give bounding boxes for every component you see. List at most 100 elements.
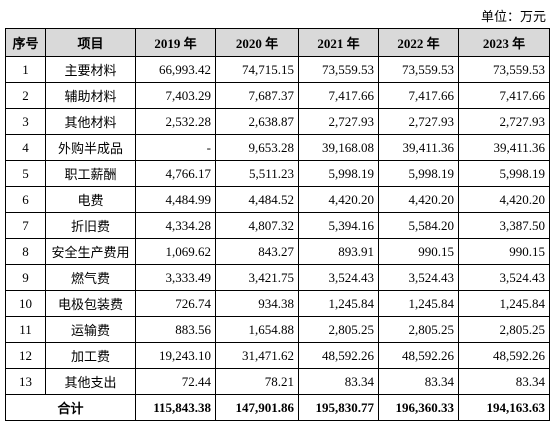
label-cell: 电费 [45,186,136,213]
label-cell: 安全生产费用 [45,238,136,265]
value-cell: 726.74 [135,290,216,317]
value-cell: 19,243.10 [135,342,216,369]
header-cell: 2020 年 [215,28,299,57]
table-row: 9 燃气费 3,333.49 3,421.75 3,524.43 3,524.43 3,52… [5,264,550,291]
value-cell: 883.56 [135,316,216,343]
value-cell: 73,559.53 [378,56,459,83]
label-cell: 5 [5,160,46,187]
label-cell: 3 [5,108,46,135]
label-cell: 运输费 [45,316,136,343]
value-cell: 78.21 [215,368,299,395]
table-row: 13 其他支出 72.44 78.21 83.34 83.34 83.34 [5,368,550,395]
value-cell: 5,584.20 [378,212,459,239]
value-cell: 5,998.19 [458,160,550,187]
label-cell: 外购半成品 [45,134,136,161]
value-cell: 48,592.26 [378,342,459,369]
value-cell: 66,993.42 [135,56,216,83]
value-cell: 5,998.19 [378,160,459,187]
label-cell: 11 [5,316,46,343]
value-cell: 5,998.19 [298,160,379,187]
label-cell: 其他支出 [45,368,136,395]
value-cell: 843.27 [215,238,299,265]
value-cell: 990.15 [458,238,550,265]
value-cell: 3,333.49 [135,264,216,291]
label-cell: 9 [5,264,46,291]
value-cell: 39,168.08 [298,134,379,161]
total-value: 194,163.63 [458,394,550,421]
value-cell: 5,511.23 [215,160,299,187]
table-row: 1 主要材料 66,993.42 74,715.15 73,559.53 73,559.5… [5,56,550,83]
total-label: 合计 [5,394,136,421]
label-cell: 7 [5,212,46,239]
header-row: 序号 项目 2019 年 2020 年 2021 年 2022 年 2023 年 [5,28,550,57]
label-cell: 10 [5,290,46,317]
value-cell: 1,654.88 [215,316,299,343]
cost-table: 序号 项目 2019 年 2020 年 2021 年 2022 年 2023 年 1 主要材料… [5,28,550,421]
table-row: 12 加工费 19,243.10 31,471.62 48,592.26 48,592.2… [5,342,550,369]
value-cell: 7,417.66 [378,82,459,109]
label-cell: 13 [5,368,46,395]
value-cell: 2,638.87 [215,108,299,135]
value-cell: 4,420.20 [298,186,379,213]
value-cell: 2,727.93 [378,108,459,135]
value-cell: 39,411.36 [378,134,459,161]
value-cell: 39,411.36 [458,134,550,161]
table-row: 6 电费 4,484.99 4,484.52 4,420.20 4,420.20 4,420… [5,186,550,213]
value-cell: 2,727.93 [298,108,379,135]
value-cell: 3,524.43 [298,264,379,291]
total-value: 147,901.86 [215,394,299,421]
table-row: 3 其他材料 2,532.28 2,638.87 2,727.93 2,727.93 2,7… [5,108,550,135]
value-cell: 7,403.29 [135,82,216,109]
header-cell: 2023 年 [458,28,550,57]
value-cell: 990.15 [378,238,459,265]
value-cell: 7,687.37 [215,82,299,109]
table-row: 2 辅助材料 7,403.29 7,687.37 7,417.66 7,417.66 7,4… [5,82,550,109]
value-cell: 1,069.62 [135,238,216,265]
label-cell: 辅助材料 [45,82,136,109]
table-row: 10 电极包装费 726.74 934.38 1,245.84 1,245.84 1,245… [5,290,550,317]
label-cell: 电极包装费 [45,290,136,317]
label-cell: 2 [5,82,46,109]
value-cell: 3,387.50 [458,212,550,239]
value-cell: 48,592.26 [298,342,379,369]
value-cell: 7,417.66 [298,82,379,109]
value-cell: 2,805.25 [378,316,459,343]
value-cell: 73,559.53 [458,56,550,83]
value-cell: 7,417.66 [458,82,550,109]
value-cell: 1,245.84 [298,290,379,317]
value-cell: 2,727.93 [458,108,550,135]
value-cell: 3,524.43 [378,264,459,291]
value-cell: 3,524.43 [458,264,550,291]
total-row: 合计 115,843.38 147,901.86 195,830.77 196,360.… [5,394,550,421]
value-cell: 4,807.32 [215,212,299,239]
value-cell: 1,245.84 [378,290,459,317]
value-cell: - [135,134,216,161]
label-cell: 职工薪酬 [45,160,136,187]
value-cell: 5,394.16 [298,212,379,239]
label-cell: 加工费 [45,342,136,369]
value-cell: 83.34 [378,368,459,395]
value-cell: 893.91 [298,238,379,265]
value-cell: 2,532.28 [135,108,216,135]
value-cell: 74,715.15 [215,56,299,83]
value-cell: 73,559.53 [298,56,379,83]
value-cell: 2,805.25 [458,316,550,343]
table-row: 7 折旧费 4,334.28 4,807.32 5,394.16 5,584.20 3,38… [5,212,550,239]
value-cell: 83.34 [458,368,550,395]
value-cell: 31,471.62 [215,342,299,369]
value-cell: 4,484.99 [135,186,216,213]
header-cell: 2019 年 [135,28,216,57]
header-cell: 序号 [5,28,46,57]
table-row: 4 外购半成品 -9,653.28 39,168.08 39,411.36 39,411.… [5,134,550,161]
value-cell: 2,805.25 [298,316,379,343]
value-cell: 9,653.28 [215,134,299,161]
total-value: 196,360.33 [378,394,459,421]
label-cell: 主要材料 [45,56,136,83]
value-cell: 3,421.75 [215,264,299,291]
label-cell: 折旧费 [45,212,136,239]
table-row: 11 运输费 883.56 1,654.88 2,805.25 2,805.25 2,805… [5,316,550,343]
value-cell: 934.38 [215,290,299,317]
value-cell: 1,245.84 [458,290,550,317]
unit-label: 单位：万元 [480,9,546,24]
